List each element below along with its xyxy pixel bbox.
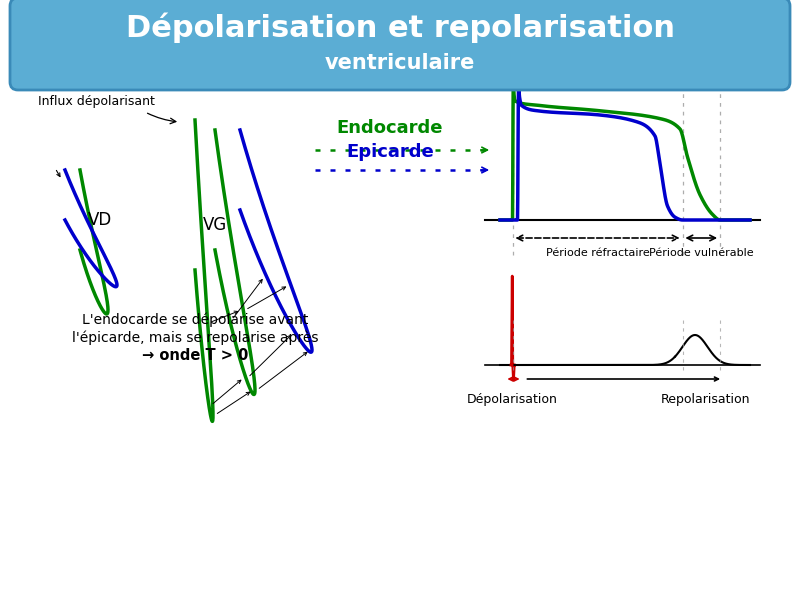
Text: Période vulnérable: Période vulnérable xyxy=(649,248,754,258)
Text: Endocarde: Endocarde xyxy=(337,119,443,137)
Text: l'épicarde, mais se repolarise après: l'épicarde, mais se repolarise après xyxy=(72,331,318,345)
Text: VG: VG xyxy=(203,216,227,234)
Text: Influx dépolarisant: Influx dépolarisant xyxy=(38,95,155,109)
Text: Période réfractaire: Période réfractaire xyxy=(546,248,650,258)
Text: Dépolarisation et repolarisation: Dépolarisation et repolarisation xyxy=(126,13,674,43)
Text: ventriculaire: ventriculaire xyxy=(325,53,475,73)
FancyBboxPatch shape xyxy=(10,0,790,90)
Text: VD: VD xyxy=(88,211,112,229)
Text: Dépolarisation: Dépolarisation xyxy=(467,393,558,406)
Text: → onde T > 0: → onde T > 0 xyxy=(142,349,248,364)
Text: Repolarisation: Repolarisation xyxy=(660,393,750,406)
Text: L'endocarde se dépolarise avant: L'endocarde se dépolarise avant xyxy=(82,313,308,327)
Text: Epicarde: Epicarde xyxy=(346,143,434,161)
